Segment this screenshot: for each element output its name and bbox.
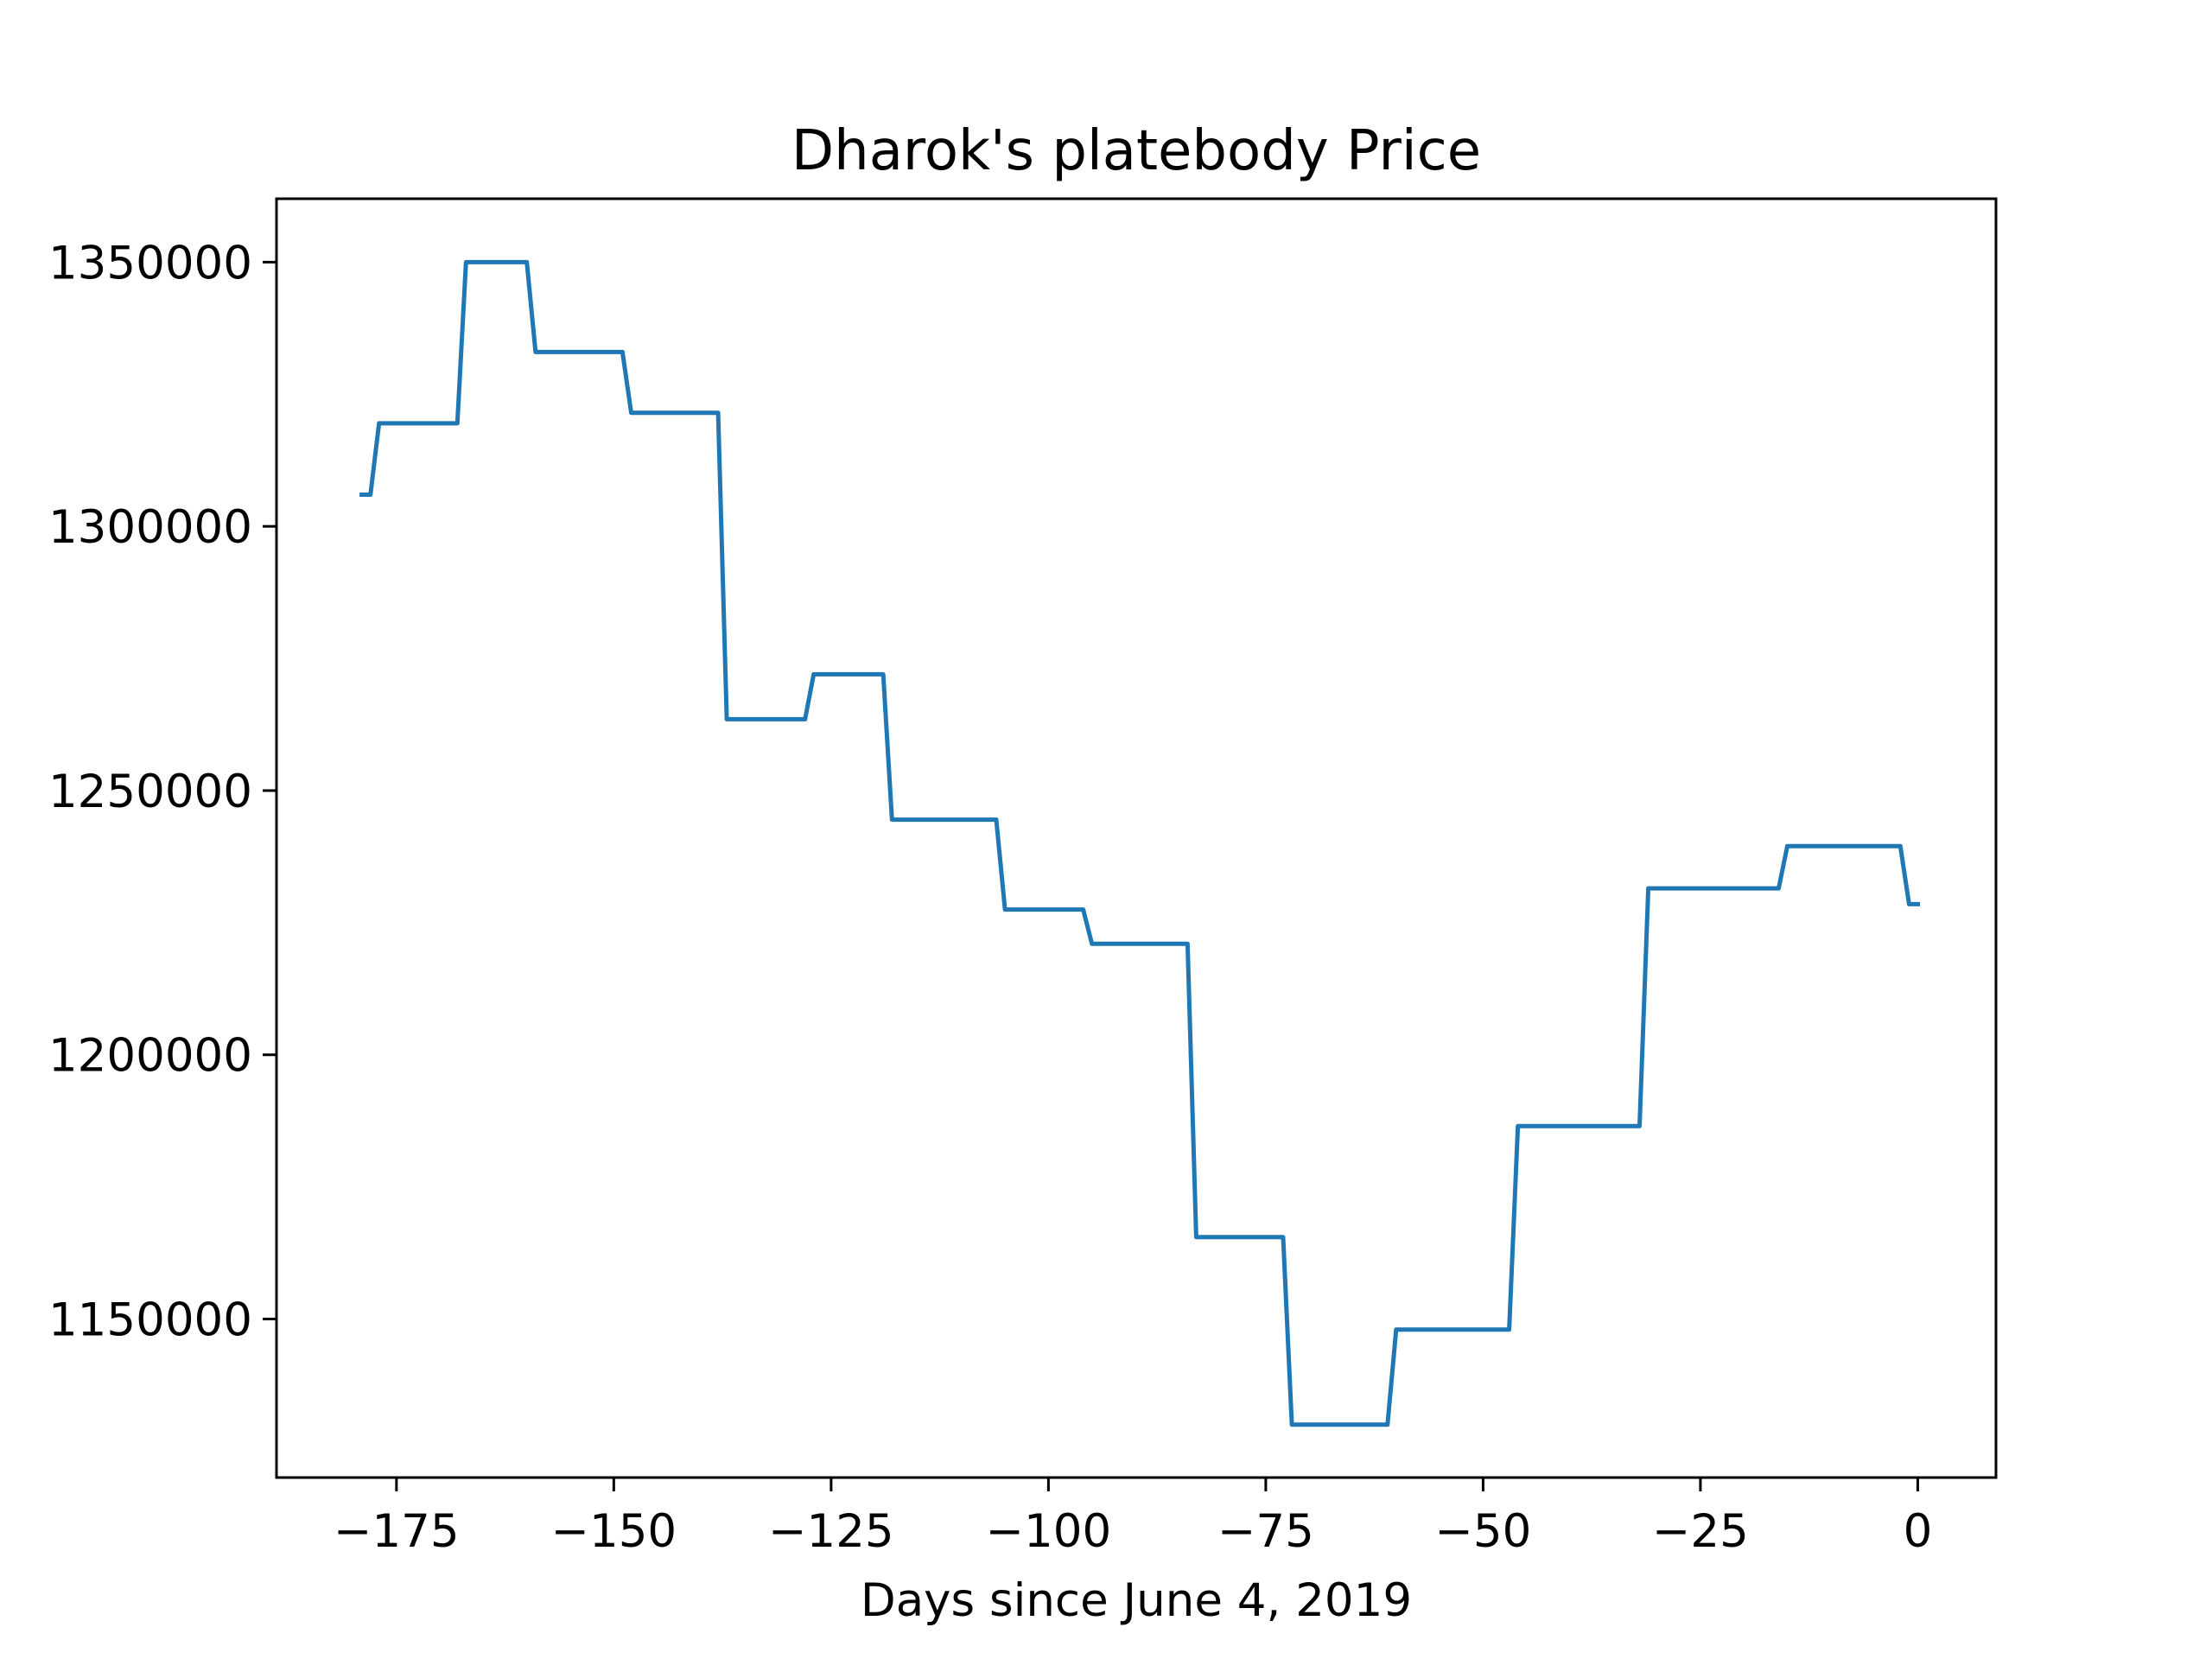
y-tick-label: 1150000 xyxy=(48,1294,252,1347)
y-tick-label: 1300000 xyxy=(48,501,252,554)
plot-area xyxy=(359,259,1920,1427)
axes-frame xyxy=(275,197,1998,1479)
x-tick-label: 0 xyxy=(1904,1505,1933,1558)
chart-title: Dharok's platebody Price xyxy=(791,119,1481,183)
y-axis: 1150000 1200000 1250000 1300000 1350000 xyxy=(48,237,276,1347)
x-tick-label: −25 xyxy=(1652,1505,1749,1558)
x-tick-label: −50 xyxy=(1434,1505,1531,1558)
x-axis: −175 −150 −125 −100 −75 −50 −25 0 xyxy=(334,1478,1932,1558)
series-line xyxy=(359,259,1920,1427)
x-tick-label: −75 xyxy=(1217,1505,1314,1558)
x-tick-label: −175 xyxy=(334,1505,460,1558)
y-tick-label: 1350000 xyxy=(48,237,252,289)
y-tick-label: 1250000 xyxy=(48,766,252,818)
x-axis-label: Days since June 4, 2019 xyxy=(861,1574,1412,1627)
x-tick-label: −100 xyxy=(986,1505,1112,1558)
y-tick-label: 1200000 xyxy=(48,1030,252,1083)
x-tick-label: −125 xyxy=(768,1505,894,1558)
x-tick-label: −150 xyxy=(551,1505,677,1558)
